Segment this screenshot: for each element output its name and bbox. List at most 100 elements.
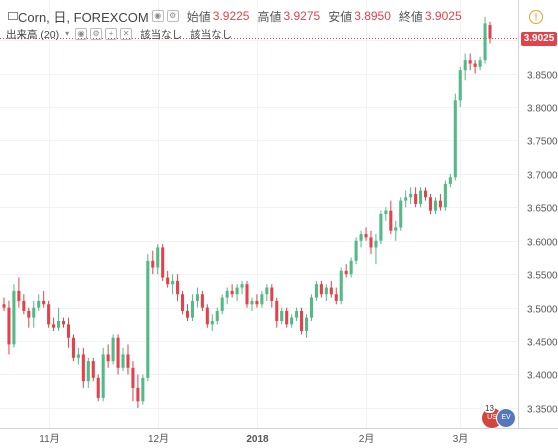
candle <box>121 347 125 372</box>
candle <box>230 284 234 298</box>
candle <box>379 210 383 245</box>
candle-body <box>369 237 373 248</box>
candle-body <box>319 284 323 295</box>
candle <box>200 290 204 311</box>
candle <box>235 284 239 301</box>
candle-body <box>428 197 433 211</box>
volume-label[interactable]: 出来高 (20) <box>6 28 60 41</box>
candle <box>210 314 214 332</box>
candle <box>443 180 447 211</box>
legend-menu-icon[interactable] <box>8 12 18 20</box>
candle-body <box>295 310 299 318</box>
event-flag-icon[interactable]: EV <box>496 408 516 428</box>
symbol-title[interactable]: Corn, 日, FOREXCOM <box>18 9 149 25</box>
candle-body <box>161 247 165 278</box>
candle <box>275 297 279 328</box>
close-icon[interactable]: ✕ <box>120 28 133 40</box>
candle-body <box>344 270 348 275</box>
candle-body <box>270 287 274 301</box>
volume-value-1: 該当なし <box>140 28 183 41</box>
candle-body <box>230 290 234 295</box>
candle <box>52 317 56 332</box>
candle <box>309 294 314 321</box>
candle-body <box>423 190 428 198</box>
candle <box>66 317 71 348</box>
candle-body <box>32 307 36 318</box>
candle-body <box>458 70 462 101</box>
candle <box>71 334 75 362</box>
candle-body <box>27 310 31 318</box>
candle-body <box>111 337 115 362</box>
candle <box>324 284 328 301</box>
candle-body <box>409 193 413 198</box>
event-count: 13 <box>484 404 495 413</box>
candle-body <box>185 310 190 318</box>
candle-body <box>215 310 219 321</box>
candle-body <box>300 310 304 332</box>
time-axis[interactable]: 11月 12月 2018 2月 3月 <box>39 433 468 445</box>
candle-body <box>483 23 487 61</box>
candle-body <box>180 294 185 311</box>
candle <box>22 294 26 315</box>
candle-body <box>438 200 442 208</box>
y-tick-label: 3.7000 <box>527 171 558 182</box>
candle-body <box>101 354 105 398</box>
settings-icon[interactable]: ⚙ <box>166 10 179 22</box>
eye-icon[interactable]: ◉ <box>151 10 164 22</box>
y-tick-label: 3.4000 <box>527 371 558 382</box>
candle-body <box>414 193 418 204</box>
candle-body <box>453 100 457 178</box>
candle <box>255 294 259 308</box>
candle <box>7 300 11 355</box>
candle-body <box>22 300 26 311</box>
candle-body <box>66 324 71 338</box>
price-axis[interactable]: 3.3500 3.4000 3.4500 3.5000 3.5500 3.6000 3.65… <box>527 37 558 416</box>
candle-body <box>86 361 90 382</box>
candle <box>146 254 150 382</box>
candle <box>468 53 472 71</box>
candle <box>156 244 160 275</box>
candle <box>91 357 95 382</box>
candle <box>2 297 6 311</box>
candle-body <box>339 270 343 301</box>
add-icon[interactable]: + <box>105 28 118 40</box>
close-label: 終値 <box>398 9 423 24</box>
alert-icon[interactable]: ! <box>529 10 543 24</box>
open-label: 始値 <box>186 9 211 24</box>
y-tick-label: 3.4500 <box>527 338 558 349</box>
volume-value-2: 該当なし <box>190 28 233 41</box>
low-value: 3.8950 <box>354 9 391 23</box>
candle-body <box>205 307 209 325</box>
candle-body <box>374 240 378 248</box>
candle <box>280 307 284 325</box>
high-label: 高値 <box>257 9 282 24</box>
candle <box>488 21 492 44</box>
candle <box>225 287 229 305</box>
candle <box>190 294 194 321</box>
candle-body <box>141 377 145 402</box>
candle <box>409 187 413 204</box>
candle <box>215 307 219 325</box>
candle-body <box>419 190 423 204</box>
candle-body <box>399 200 403 228</box>
x-tick-label: 3月 <box>453 433 469 445</box>
low-label: 安値 <box>328 9 353 24</box>
eye-icon[interactable]: ◉ <box>75 28 88 40</box>
y-tick-label: 3.5000 <box>527 305 558 316</box>
candle-body <box>76 354 80 358</box>
volume-row: 出来高 (20) ▾ ◉ ⚙ + ✕ 該当なし 該当なし <box>6 27 232 41</box>
settings-icon[interactable]: ⚙ <box>90 28 103 40</box>
chevron-down-icon[interactable]: ▾ <box>65 29 70 38</box>
candle-body <box>37 300 41 308</box>
candle <box>245 280 249 308</box>
legend-row: Corn, 日, FOREXCOM ◉ ⚙ 始値 3.9225 高値 3.927… <box>14 6 462 26</box>
candle <box>319 280 323 298</box>
candle <box>483 16 487 64</box>
candle <box>176 274 180 301</box>
candle-body <box>314 284 318 298</box>
candle-body <box>245 284 249 305</box>
candle <box>428 193 433 214</box>
candle <box>141 374 145 405</box>
candle <box>290 314 294 328</box>
